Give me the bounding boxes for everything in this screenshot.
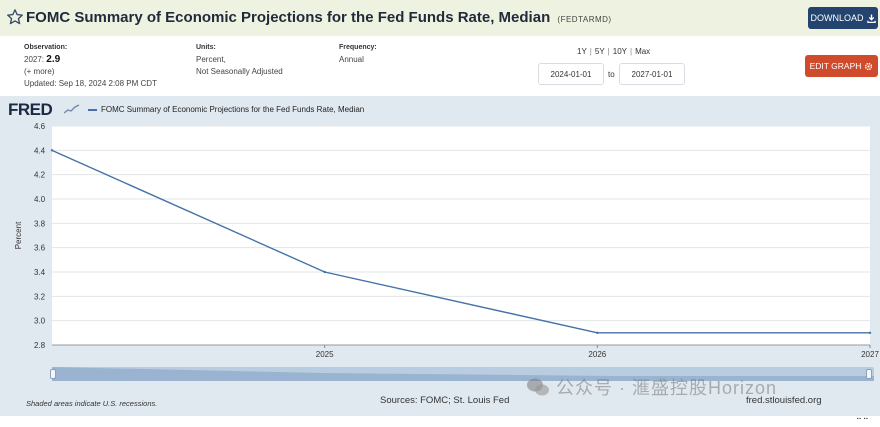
range-selector: 1Y | 5Y | 10Y | Max — [577, 47, 650, 56]
gear-icon — [865, 62, 873, 70]
star-outline-icon[interactable] — [6, 8, 24, 26]
range-separator: | — [607, 47, 610, 56]
legend-swatch — [88, 108, 97, 111]
range-navigator[interactable] — [52, 367, 874, 381]
navigator-right-handle[interactable] — [866, 369, 872, 379]
x-tick-label: 2026 — [588, 350, 606, 359]
y-tick-label: 4.2 — [34, 171, 46, 180]
title-bar: FOMC Summary of Economic Projections for… — [0, 0, 880, 36]
frequency-label: Frequency: — [339, 44, 377, 51]
units-line2: Not Seasonally Adjusted — [196, 67, 283, 76]
download-label: DOWNLOAD — [810, 13, 864, 23]
data-point — [323, 270, 326, 274]
plot-area — [52, 126, 870, 345]
observation-period: 2027: — [24, 55, 45, 64]
y-axis-label: Percent — [14, 221, 23, 249]
legend-label: FOMC Summary of Economic Projections for… — [101, 105, 365, 114]
series-id: (FEDTARMD) — [557, 15, 612, 24]
start-date-input[interactable]: 2024-01-01 — [538, 63, 604, 85]
observation-block: Observation: 2027: 2.9 (+ more) Updated:… — [24, 42, 157, 90]
units-label: Units: — [196, 44, 216, 51]
y-tick-label: 4.6 — [34, 122, 46, 131]
fred-logo-icon — [64, 104, 80, 114]
frequency-value: Annual — [339, 55, 364, 64]
source-note: Sources: FOMC; St. Louis Fed — [380, 395, 510, 406]
frequency-block: Frequency: Annual — [339, 42, 377, 66]
y-tick-label: 3.4 — [34, 268, 46, 277]
range-10y-link[interactable]: 10Y — [612, 47, 627, 56]
edit-graph-button[interactable]: EDIT GRAPH — [805, 55, 878, 77]
range-5y-link[interactable]: 5Y — [594, 47, 605, 56]
series-title: FOMC Summary of Economic Projections for… — [26, 9, 551, 26]
resize-handle-icon[interactable]: ⠒⠒ — [856, 415, 870, 424]
y-tick-label: 3.8 — [34, 219, 46, 228]
chart-legend: FOMC Summary of Economic Projections for… — [88, 105, 364, 114]
watermark-text: 公众号 · 滙盛控股Horizon — [556, 378, 778, 398]
edit-graph-label: EDIT GRAPH — [809, 61, 862, 71]
recession-note: Shaded areas indicate U.S. recessions. — [26, 399, 158, 408]
chart-panel: 2.8 3.0 3.2 3.4 3.6 3.8 4.0 4.2 4.4 4.6 2025 2026 20… — [0, 96, 880, 424]
y-tick-label: 3.2 — [34, 292, 46, 301]
y-tick-label: 4.4 — [34, 146, 46, 155]
wechat-watermark: 公众号 · 滙盛控股Horizon — [526, 374, 777, 400]
y-tick-label: 2.8 — [34, 341, 46, 350]
navigator-left-handle[interactable] — [50, 369, 56, 379]
data-point — [596, 331, 599, 335]
range-1y-link[interactable]: 1Y — [577, 47, 587, 56]
y-tick-label: 3.0 — [34, 317, 46, 326]
fred-url-link[interactable]: fred.stlouisfed.org — [746, 395, 822, 406]
observation-label: Observation: — [24, 44, 68, 51]
updated-text: Updated: Sep 18, 2024 2:08 PM CDT — [24, 79, 157, 88]
range-separator: | — [629, 47, 633, 56]
more-link[interactable]: (+ more) — [24, 67, 55, 76]
observation-value: 2.9 — [46, 54, 61, 65]
wechat-icon — [527, 378, 549, 396]
page-title: FOMC Summary of Economic Projections for… — [26, 9, 612, 26]
to-label: to — [608, 70, 615, 79]
end-date-input[interactable]: 2027-01-01 — [619, 63, 685, 85]
x-tick-label: 2025 — [316, 350, 334, 359]
units-block: Units: Percent, Not Seasonally Adjusted — [196, 42, 283, 78]
data-point — [868, 331, 872, 335]
observation-line: 2027: 2.9 — [24, 54, 157, 66]
y-tick-label: 3.6 — [34, 244, 46, 253]
x-tick-label: 2027 — [861, 350, 879, 359]
fred-logo: FRED — [8, 100, 53, 119]
data-point — [50, 149, 54, 152]
range-separator: | — [589, 47, 592, 56]
navigator-preview — [52, 367, 874, 381]
download-button[interactable]: DOWNLOAD — [808, 7, 878, 29]
y-tick-label: 4.0 — [34, 195, 46, 204]
series-line — [51, 149, 870, 334]
units-line1: Percent, — [196, 55, 226, 64]
download-icon — [866, 13, 876, 23]
range-max-link[interactable]: Max — [635, 47, 651, 56]
line-chart: 2.8 3.0 3.2 3.4 3.6 3.8 4.0 4.2 4.4 4.6 2025 2026 20… — [14, 122, 879, 359]
